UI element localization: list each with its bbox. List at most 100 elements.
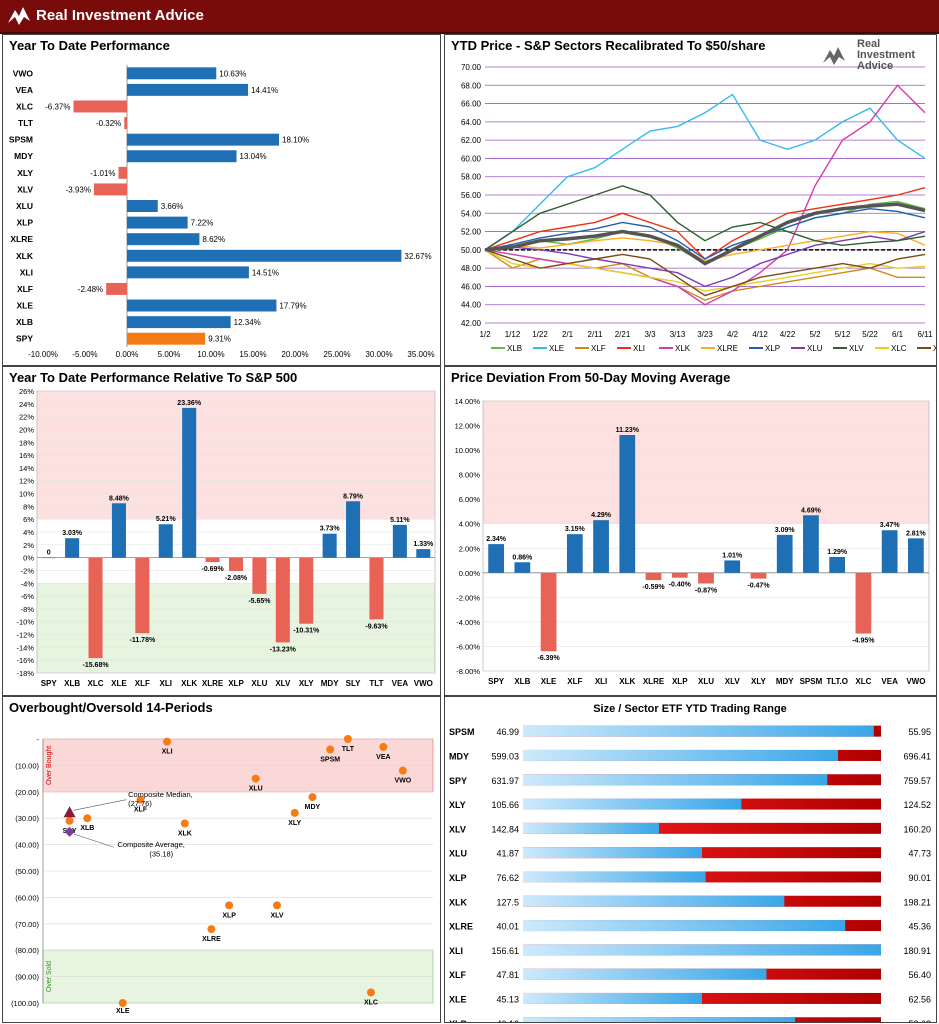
y-tick-label: 12.00% (455, 422, 481, 431)
y-tick-label: 6% (23, 515, 34, 524)
row-name: MDY (449, 751, 469, 761)
category-label: XLU (16, 201, 33, 211)
x-tick-label: 5/22 (862, 330, 878, 339)
category-label: TLT (18, 118, 34, 128)
legend-label: XLI (633, 344, 645, 353)
data-label: 8.79% (343, 493, 364, 500)
bar-XLY (750, 572, 767, 579)
x-tick-label: -5.00% (72, 350, 97, 359)
point-XLK (180, 819, 189, 828)
category-label: VEA (881, 677, 898, 686)
bar-XLI (158, 524, 173, 558)
sectors-chart-title: YTD Price - S&P Sectors Recalibrated To … (451, 38, 766, 53)
y-tick-label: 18% (19, 438, 34, 447)
bar-XLK (619, 434, 636, 573)
bar-XLV (275, 557, 290, 643)
y-tick-label: -18% (16, 669, 34, 678)
data-label: -9.63% (365, 623, 388, 630)
category-label: XLY (751, 677, 766, 686)
bar-SPY (488, 544, 504, 573)
range-chart-title: Size / Sector ETF YTD Trading Range (593, 703, 787, 715)
range-fill-XLP (523, 871, 706, 883)
deviation-panel: Price Deviation From 50-Day Moving Avera… (444, 366, 937, 696)
legend-label: XLP (765, 344, 780, 353)
category-label: XLB (16, 317, 33, 327)
row-name: XLRE (449, 922, 473, 932)
bar-XLB (127, 316, 231, 329)
category-label: MDY (321, 679, 339, 688)
category-label: XLY (17, 168, 33, 178)
y-tick-label: 2.00% (459, 544, 481, 553)
range-fill-SPSM (523, 725, 874, 737)
legend-label: XLE (549, 344, 564, 353)
legend-label: XLU (807, 344, 823, 353)
bar-XLE (111, 503, 126, 558)
point-VWO (398, 766, 407, 775)
median-callout-line (73, 799, 127, 811)
x-tick-label: 2/1 (562, 330, 574, 339)
category-label: VEA (16, 85, 33, 95)
data-label: -4.95% (852, 638, 875, 645)
y-tick-label: (70.00) (15, 920, 39, 929)
y-tick-label: 10% (19, 490, 34, 499)
data-label: 4.29% (591, 512, 612, 519)
y-tick-label: -8.00% (456, 667, 480, 676)
y-tick-label: -14% (16, 643, 34, 652)
bar-XLU (698, 572, 714, 584)
data-label: 9.31% (208, 335, 231, 344)
category-label: XLP (672, 677, 688, 686)
category-label: XLRE (643, 677, 665, 686)
range-remaining-XLV (523, 822, 881, 834)
ytd-panel: Year To Date Performance -10.00% -5.00% 0.… (2, 34, 441, 366)
row-name: SPY (449, 776, 467, 786)
ytd-chart: -10.00% -5.00% 0.00% 5.00% 10.00% 15.00% 20.00… (9, 65, 435, 359)
x-tick-label: 1/12 (505, 330, 521, 339)
category-label: SPSM (800, 677, 823, 686)
data-label: -6.39% (537, 655, 560, 662)
data-label: -0.32% (96, 119, 121, 128)
category-label: XLI (20, 267, 33, 277)
row-low: 46.99 (496, 727, 519, 737)
category-label: TLT.O (826, 677, 848, 686)
range-fill-XLI (523, 944, 881, 956)
y-tick-label: 44.00 (461, 301, 482, 310)
relative-chart-title: Year To Date Performance Relative To S&P… (9, 370, 298, 385)
row-name: XLV (449, 824, 466, 834)
data-label: -2.48% (78, 285, 103, 294)
bar-XLRE (645, 572, 662, 581)
row-high: 62.56 (908, 994, 931, 1004)
bar-XLE (540, 572, 557, 652)
category-label: XLK (16, 251, 34, 261)
average-label: Composite Average, (117, 840, 184, 849)
y-tick-label: -2% (21, 566, 35, 575)
y-tick-label: 60.00 (461, 154, 482, 163)
bar-XLE (127, 299, 277, 312)
range-fill-XLU (523, 847, 702, 859)
bar-XLI (127, 266, 249, 279)
category-label: XLI (595, 677, 607, 686)
point-label: XLI (162, 749, 173, 756)
range-fill-XLRE (523, 920, 846, 932)
x-tick-label: 3/13 (670, 330, 686, 339)
data-label: -11.78% (130, 637, 156, 644)
point-label: MDY (305, 804, 321, 811)
point-XLV (273, 901, 281, 910)
bar-SLY (346, 501, 361, 558)
bar-XLF (566, 534, 583, 573)
category-label: XLV (725, 677, 741, 686)
point-label: XLK (178, 830, 192, 837)
series-line-XLK (484, 84, 926, 306)
x-tick-label: 20.00% (281, 350, 308, 359)
category-label: VEA (392, 679, 409, 688)
sectors-panel: YTD Price - S&P Sectors Recalibrated To … (444, 34, 937, 366)
row-high: 180.91 (903, 946, 931, 956)
point-XLU (251, 774, 260, 783)
y-tick-label: 14.00% (455, 397, 481, 406)
y-tick-label: 52.00 (461, 228, 482, 237)
x-tick-label: 30.00% (365, 350, 392, 359)
y-tick-label: -12% (16, 631, 34, 640)
x-tick-label: 2/21 (615, 330, 631, 339)
deviation-chart: -8.00% -6.00% -4.00% -2.00% 0.00% 2.00% 4.00% 6… (455, 397, 930, 686)
sectors-chart: 42.00 44.00 46.00 48.00 50.00 52.00 54.00 56.00… (461, 63, 936, 353)
bar-VWO (908, 538, 924, 573)
